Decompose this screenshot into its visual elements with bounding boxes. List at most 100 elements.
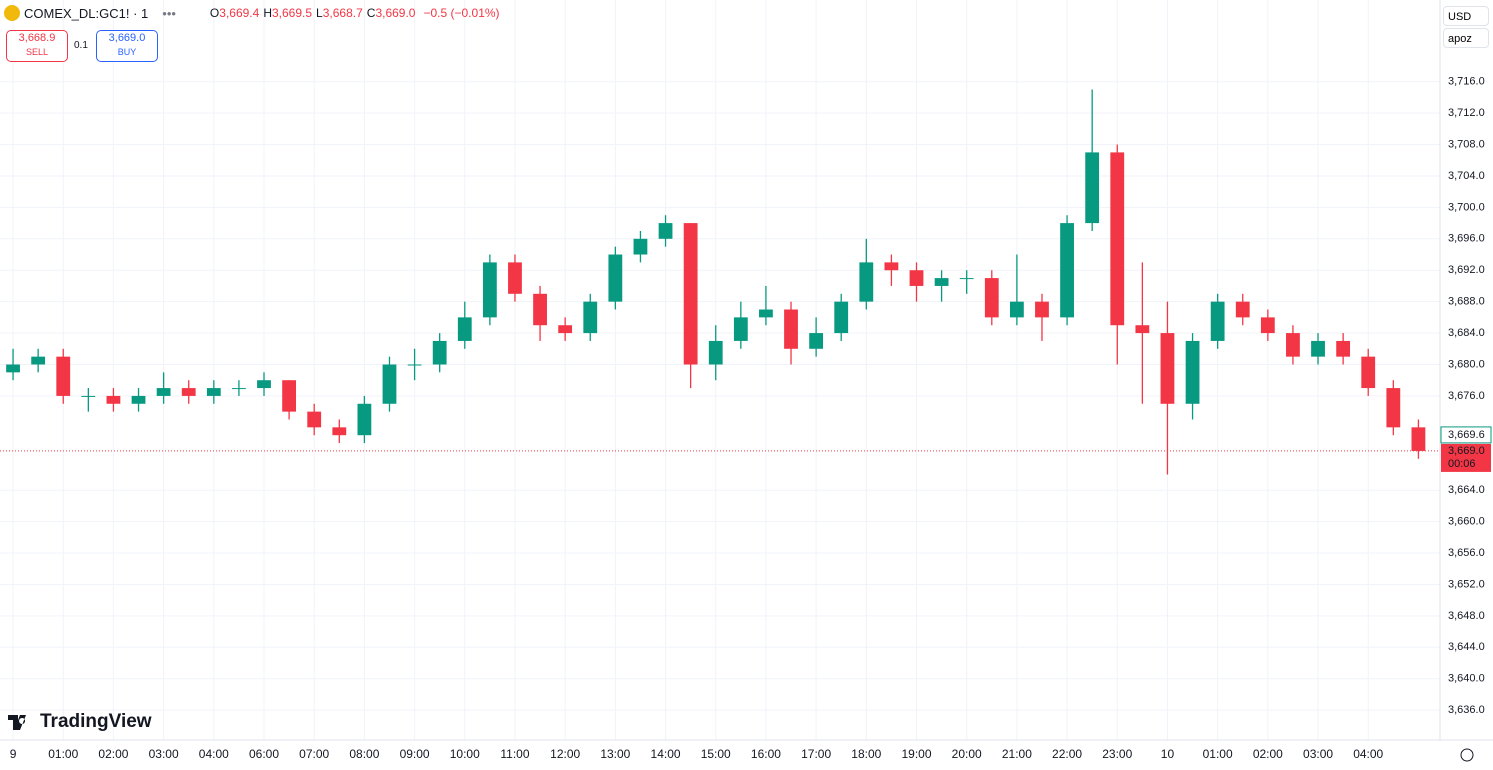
candle-body	[1060, 223, 1074, 318]
candle-body	[6, 364, 20, 373]
candle-body	[81, 395, 96, 397]
candle-body	[31, 356, 46, 365]
x-tick-label: 21:00	[1002, 747, 1032, 761]
x-tick-label: 06:00	[249, 747, 279, 761]
y-tick-label: 3,712.0	[1448, 107, 1485, 119]
scale-mode[interactable]: apoz	[1443, 28, 1489, 48]
currency[interactable]: USD	[1443, 6, 1489, 26]
change: −0.5 (−0.01%)	[423, 6, 500, 20]
last-price-box	[1441, 443, 1491, 472]
candle-body	[1286, 333, 1300, 357]
candle-body	[1311, 340, 1325, 357]
candle-body	[533, 293, 547, 326]
x-tick-label: 15:00	[701, 747, 731, 761]
buy-price: 3,669.0	[108, 32, 146, 44]
candle-body	[482, 262, 497, 318]
candle-body	[1386, 388, 1401, 428]
y-tick-label: 3,708.0	[1448, 138, 1485, 150]
ohlc-value: 3,669.5	[271, 6, 313, 20]
candle-body	[884, 262, 899, 271]
candle-body	[733, 317, 748, 341]
candle-body	[232, 388, 246, 390]
candle-body	[959, 278, 974, 280]
candle-body	[282, 380, 297, 412]
candle-body	[759, 309, 773, 318]
x-tick-label: 09:00	[400, 747, 430, 761]
y-tick-label: 3,700.0	[1448, 201, 1485, 213]
brand: TradingView	[40, 711, 152, 732]
candle-body	[1135, 325, 1150, 334]
x-tick-label: 01:00	[1203, 747, 1233, 761]
y-tick-label: 3,688.0	[1448, 296, 1485, 308]
y-tick-label: 3,692.0	[1448, 264, 1485, 276]
candle-body	[432, 340, 447, 365]
candle-body	[558, 325, 573, 334]
candle-body	[1185, 340, 1200, 404]
settings-icon[interactable]	[1460, 748, 1474, 762]
candle-body	[658, 223, 673, 239]
candle-body	[1336, 340, 1351, 357]
ohlc-key: L	[316, 6, 323, 20]
x-tick-label: 10	[1161, 747, 1175, 761]
candle-body	[1085, 152, 1100, 224]
candle-body	[407, 364, 422, 366]
x-tick-label: 12:00	[550, 747, 580, 761]
x-tick-label: 01:00	[48, 747, 78, 761]
candle-body	[909, 270, 924, 286]
y-tick-label: 3,644.0	[1448, 641, 1485, 653]
candle-body	[583, 301, 598, 334]
x-tick-label: 03:00	[1303, 747, 1333, 761]
buy-button[interactable]: 3,669.0 BUY	[96, 30, 158, 62]
sell-button[interactable]: 3,668.9 SELL	[6, 30, 68, 62]
ohlc: O3,669.4 H3,669.5 L3,668.7 C3,669.0	[210, 6, 420, 20]
symbol[interactable]: COMEX_DL:GC1! · 1	[24, 5, 149, 21]
candle-body	[382, 364, 397, 404]
ohlc-key: O	[209, 6, 220, 20]
y-tick-label: 3,696.0	[1448, 233, 1485, 245]
ohlc-key: C	[366, 6, 376, 20]
buy-label: BUY	[117, 47, 137, 57]
x-tick-label: 04:00	[1353, 747, 1383, 761]
ohlc-value: 3,668.7	[322, 6, 363, 20]
bid-box	[1440, 426, 1492, 444]
menu[interactable]: •••	[162, 5, 176, 21]
x-tick-label: 19:00	[901, 747, 931, 761]
candle-body	[683, 223, 698, 365]
candle-body	[934, 278, 949, 286]
ohlc-value: 3,669.0	[375, 6, 416, 20]
candle-body	[608, 254, 623, 302]
ohlc-value: 3,669.4	[219, 6, 260, 20]
x-tick-label: 13:00	[600, 747, 630, 761]
candle-body	[206, 388, 221, 396]
y-tick-label: 3,660.0	[1448, 516, 1485, 528]
y-tick-label: 3,680.0	[1448, 358, 1485, 370]
legend: COMEX_DL:GC1! · 1 ••• O3,669.4 H3,669.5 L3…	[4, 5, 500, 21]
candle-body	[156, 388, 171, 396]
tv-logo	[8, 715, 26, 730]
candle-body	[1110, 152, 1125, 326]
x-tick-label: 22:00	[1052, 747, 1082, 761]
candle-body	[1361, 356, 1376, 389]
candle-body	[457, 317, 472, 341]
symbol-icon	[4, 5, 20, 21]
x-tick-label: 02:00	[1253, 747, 1283, 761]
x-tick-label: 10:00	[450, 747, 480, 761]
quantity[interactable]: 0.1	[74, 40, 88, 51]
x-tick-label: 23:00	[1102, 747, 1132, 761]
x-tick-label: 18:00	[851, 747, 881, 761]
countdown: 00:06	[1448, 458, 1476, 470]
y-tick-label: 3,652.0	[1448, 578, 1485, 590]
candle-body	[1009, 301, 1024, 318]
candle-body	[56, 356, 71, 396]
candle-body	[633, 238, 648, 255]
candle-body	[106, 395, 121, 404]
candle-body	[1260, 317, 1275, 334]
candle-body	[1035, 301, 1049, 318]
last-price-label: 3,669.0	[1448, 445, 1485, 457]
y-tick-label: 3,648.0	[1448, 610, 1485, 622]
y-tick-label: 3,656.0	[1448, 547, 1485, 559]
y-tick-label: 3,676.0	[1448, 390, 1485, 402]
x-tick-label: 07:00	[299, 747, 329, 761]
candle-body	[508, 262, 522, 294]
